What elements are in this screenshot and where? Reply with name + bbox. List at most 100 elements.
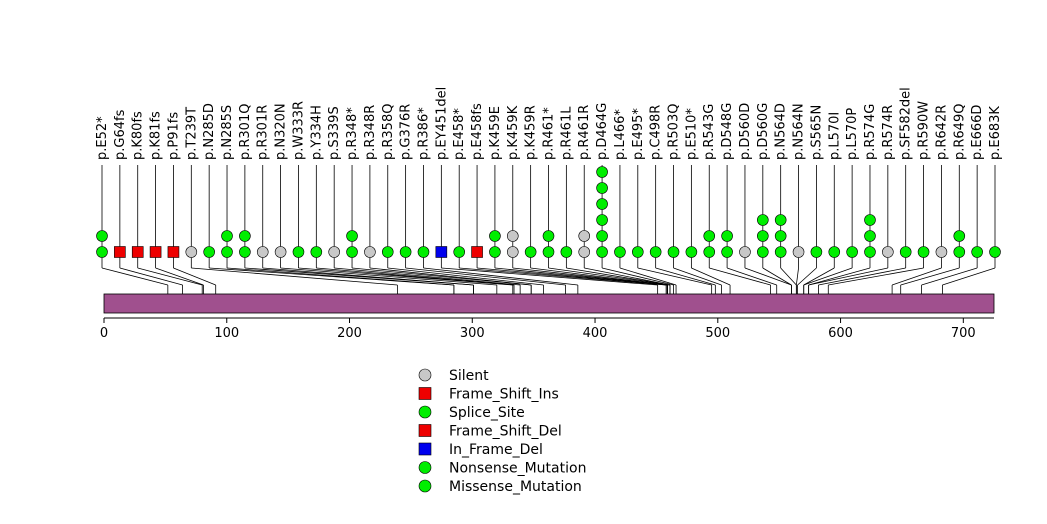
legend-swatch-square <box>418 387 432 400</box>
mutation-marker-circle <box>292 246 305 258</box>
mutation-marker-circle <box>310 246 323 258</box>
mutation-marker-circle <box>274 246 287 258</box>
mutation-label: p.N285S <box>220 105 235 160</box>
mutation-label: p.R348R <box>363 105 378 160</box>
mutation-label: p.S339S <box>327 106 342 160</box>
mutation-marker-circle <box>596 198 608 210</box>
mutation-marker-circle <box>96 246 108 258</box>
mutation-marker-circle <box>953 230 966 242</box>
mutation-label: p.K81fs <box>149 111 164 160</box>
position-connector <box>744 267 792 286</box>
mutation-marker-circle <box>703 246 716 258</box>
position-connector <box>900 267 960 286</box>
legend-swatch-circle <box>418 461 432 474</box>
mutation-marker-circle <box>596 214 608 226</box>
position-connector <box>942 267 996 286</box>
legend-label: Missense_Mutation <box>449 479 582 495</box>
mutation-marker-circle <box>774 214 787 226</box>
mutation-marker-square <box>149 246 162 258</box>
mutation-label: p.E495* <box>631 108 646 160</box>
mutation-marker-circle <box>614 246 626 258</box>
mutation-label: p.D560D <box>738 103 753 160</box>
position-connector <box>828 267 924 286</box>
mutation-label: p.D548G <box>720 103 735 160</box>
position-connector <box>369 267 532 286</box>
mutation-marker-circle <box>864 214 876 226</box>
position-connector <box>405 267 566 286</box>
position-connector <box>137 267 203 286</box>
mutation-marker-circle <box>721 246 733 258</box>
mutation-marker-circle <box>328 246 340 258</box>
position-connector <box>891 267 942 286</box>
mutation-marker-square <box>131 246 144 258</box>
position-connector <box>226 267 454 286</box>
mutation-label: p.K80fs <box>131 111 146 160</box>
axis-tick-label: 300 <box>460 326 485 341</box>
mutation-label: p.K459E <box>488 106 503 160</box>
mutation-label: p.K459K <box>506 105 521 160</box>
position-connector <box>262 267 474 286</box>
mutation-label: p.N564D <box>774 103 789 160</box>
mutation-label: p.N285D <box>202 103 217 160</box>
legend-label: Frame_Shift_Del <box>449 424 562 440</box>
mutation-label: p.E510* <box>684 108 699 160</box>
position-connector <box>803 267 835 286</box>
axis-tick-label: 200 <box>337 326 362 341</box>
legend-label: Silent <box>449 368 489 384</box>
axis-tick-label: 100 <box>214 326 239 341</box>
mutation-label: p.R590W <box>917 101 932 160</box>
mutation-marker-circle <box>239 230 251 242</box>
mutation-marker-circle <box>560 246 573 258</box>
mutation-marker-circle <box>757 246 769 258</box>
position-connector <box>191 267 398 286</box>
position-connector <box>655 267 716 286</box>
position-connector <box>797 267 817 286</box>
mutation-marker-square <box>471 246 483 258</box>
position-connector <box>921 267 978 286</box>
mutation-label: p.E666D <box>970 105 985 160</box>
mutation-label: p.G64fs <box>113 109 128 160</box>
axis-tick-label: 0 <box>100 326 108 341</box>
mutation-label: p.C498R <box>649 105 664 160</box>
mutation-label: p.R503Q <box>667 104 682 160</box>
mutation-marker-circle <box>578 230 591 242</box>
mutation-label: p.SF582del <box>899 87 914 160</box>
mutation-label: p.Y334H <box>309 105 324 160</box>
mutation-marker-circle <box>381 246 394 258</box>
position-connector <box>619 267 677 286</box>
position-connector <box>387 267 544 286</box>
mutation-label: p.R461L <box>559 106 574 160</box>
mutation-marker-circle <box>935 246 948 258</box>
mutation-label: p.R461* <box>542 107 557 160</box>
mutation-label: p.W333R <box>291 101 306 160</box>
mutation-label: p.G376R <box>399 104 414 160</box>
mutation-marker-square <box>167 246 180 258</box>
mutation-label: p.L570P <box>845 108 860 160</box>
mutation-label: p.K459R <box>524 105 539 160</box>
position-connector <box>818 267 906 286</box>
mutation-label: p.S565N <box>809 105 824 160</box>
mutation-marker-circle <box>864 230 876 242</box>
mutation-label: p.R574R <box>881 105 896 160</box>
mutation-marker-circle <box>971 246 983 258</box>
position-connector <box>584 267 670 286</box>
mutation-label: p.R461R <box>577 105 592 160</box>
mutation-label: p.D464G <box>595 103 610 160</box>
mutation-marker-circle <box>774 246 787 258</box>
position-connector <box>566 267 670 286</box>
mutation-label: p.P91fs <box>166 112 181 160</box>
mutation-marker-circle <box>864 246 876 258</box>
axis-tick-label: 400 <box>583 326 608 341</box>
legend-swatch-square <box>418 424 432 437</box>
mutation-marker-circle <box>739 246 751 258</box>
position-connector <box>795 267 799 286</box>
mutation-label: p.R301Q <box>238 104 253 160</box>
mutation-label: p.E683K <box>988 106 1003 160</box>
mutation-label: p.E458fs <box>470 103 485 160</box>
mutation-label: p.L570I <box>827 112 842 160</box>
mutation-marker-circle <box>239 246 251 258</box>
axis-tick-label: 700 <box>951 326 976 341</box>
mutation-marker-circle <box>757 230 769 242</box>
mutation-marker-circle <box>221 246 233 258</box>
